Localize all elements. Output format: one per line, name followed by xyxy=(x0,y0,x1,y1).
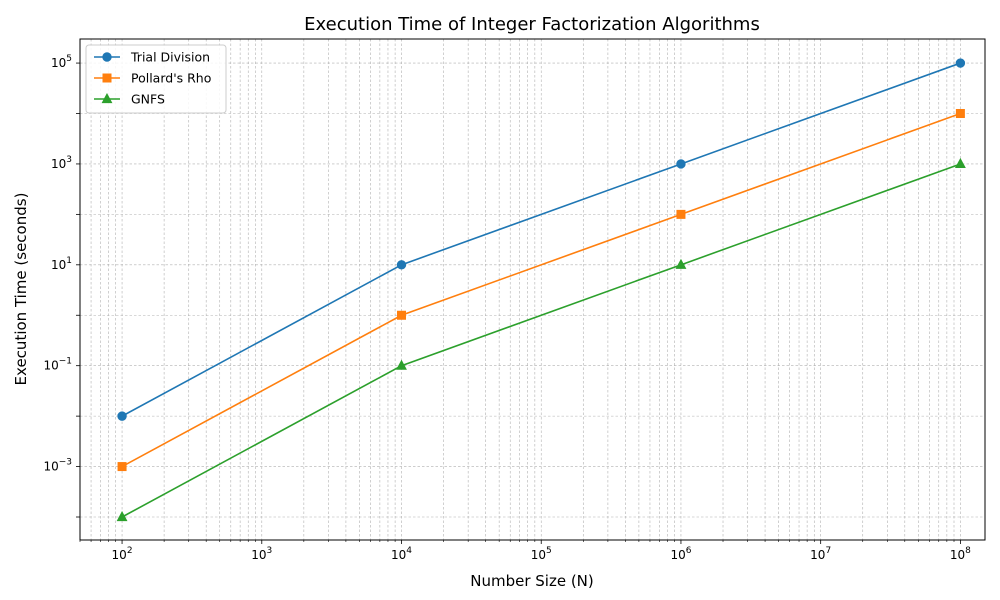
grid xyxy=(79,39,985,540)
y-tick-label: 10−3 xyxy=(43,458,72,474)
data-point-0-3 xyxy=(955,58,966,68)
x-tick-exponent: 5 xyxy=(546,546,552,556)
data-point-0-2 xyxy=(676,159,686,169)
x-tick-base: 10 xyxy=(531,548,546,562)
legend-label: Pollard's Rho xyxy=(131,71,211,86)
legend-marker xyxy=(102,52,112,62)
x-axis-label: Number Size (N) xyxy=(470,572,594,590)
data-point-2-1 xyxy=(396,359,407,370)
x-tick-label: 107 xyxy=(810,546,831,562)
y-tick-label: 103 xyxy=(51,155,72,171)
x-tick-label: 102 xyxy=(112,546,133,562)
legend-box xyxy=(85,44,227,114)
x-tick-base: 10 xyxy=(112,548,127,562)
x-tick-label: 103 xyxy=(251,546,272,562)
y-tick-label: 10−1 xyxy=(43,357,72,373)
y-tick-label: 101 xyxy=(51,256,72,272)
x-tick-exponent: 3 xyxy=(267,546,273,556)
data-point-2-3 xyxy=(954,157,966,169)
legend-label: GNFS xyxy=(131,92,165,107)
x-tick-base: 10 xyxy=(251,548,266,562)
x-tick-exponent: 4 xyxy=(406,546,412,556)
x-tick-exponent: 2 xyxy=(127,546,133,556)
y-tick-base: 10 xyxy=(51,258,66,272)
series-lines xyxy=(121,62,961,518)
x-tick-exponent: 8 xyxy=(965,546,971,556)
legend-marker xyxy=(102,73,112,83)
data-point-1-2 xyxy=(676,209,686,219)
plot-area xyxy=(79,38,986,541)
series-line-0 xyxy=(121,62,961,417)
x-tick-exponent: 6 xyxy=(686,546,692,556)
chart-title: Execution Time of Integer Factorization … xyxy=(304,14,760,35)
data-point-1-0 xyxy=(117,462,127,472)
y-tick-exponent: −1 xyxy=(59,357,72,367)
x-tick-label: 108 xyxy=(950,546,971,562)
x-tick-base: 10 xyxy=(391,548,406,562)
legend-marker xyxy=(101,92,113,104)
data-point-1-3 xyxy=(955,109,965,119)
y-tick-base: 10 xyxy=(43,359,58,373)
y-tick-exponent: 3 xyxy=(66,155,72,165)
x-tick-base: 10 xyxy=(950,548,965,562)
data-point-0-1 xyxy=(396,260,407,270)
x-tick-exponent: 7 xyxy=(825,546,831,556)
data-point-2-0 xyxy=(116,510,128,522)
y-tick-label: 105 xyxy=(51,54,72,70)
x-tick-label: 105 xyxy=(531,546,552,562)
series-line-1 xyxy=(121,112,961,468)
y-tick-base: 10 xyxy=(51,56,66,70)
y-tick-base: 10 xyxy=(51,157,66,171)
data-point-2-2 xyxy=(675,258,687,269)
data-point-1-1 xyxy=(397,310,407,320)
x-tick-base: 10 xyxy=(810,548,825,562)
y-axis-label: Execution Time (seconds) xyxy=(12,193,30,386)
data-point-0-0 xyxy=(117,411,127,421)
markers xyxy=(116,58,966,522)
legend: Trial Division Pollard's Rho GNFS xyxy=(85,44,227,114)
y-tick-exponent: −3 xyxy=(59,458,72,468)
x-tick-label: 106 xyxy=(670,546,691,562)
y-tick-base: 10 xyxy=(43,460,58,474)
legend-label: Trial Division xyxy=(130,50,210,65)
x-tick-label: 104 xyxy=(391,546,412,562)
x-axis: 102 103 104 105 106 107 108 xyxy=(79,540,971,562)
y-tick-exponent: 1 xyxy=(66,256,72,266)
y-tick-exponent: 5 xyxy=(66,54,72,64)
series-line-2 xyxy=(121,163,961,518)
x-tick-base: 10 xyxy=(670,548,685,562)
